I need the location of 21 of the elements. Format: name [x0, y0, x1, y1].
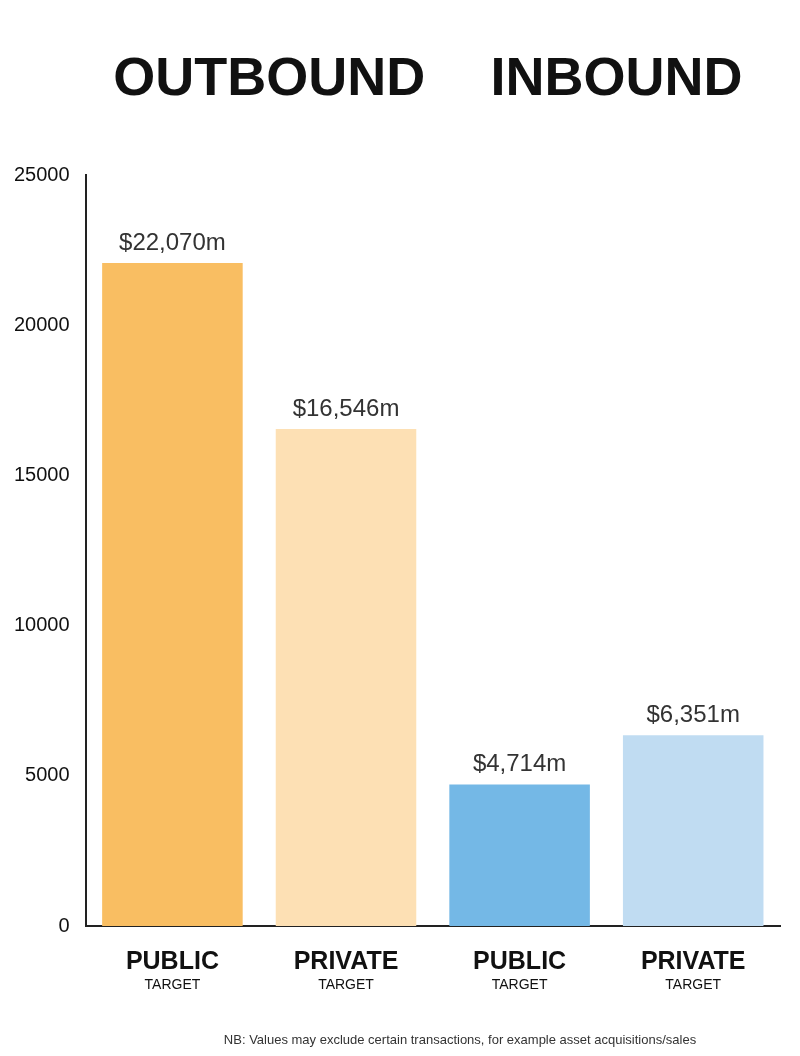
bar: [622, 735, 764, 926]
data-label: $22,070m: [119, 227, 226, 255]
y-tick-label: 15000: [13, 462, 70, 485]
y-tick-label: 20000: [13, 312, 70, 335]
y-tick-label: 25000: [13, 162, 70, 185]
text: OUTBOUND: [113, 46, 426, 106]
text: NB: Values may exclude certain transactions, for example asset acquisitions/sales: [223, 1032, 697, 1047]
text: INBOUND: [490, 46, 743, 106]
x-tick-label: PUBLIC TARGET: [473, 946, 567, 992]
bar: [275, 428, 417, 926]
x-tick-label: PUBLIC TARGET: [125, 946, 219, 992]
data-label: $4,714m: [472, 749, 567, 777]
bar: [449, 784, 590, 926]
y-tick-label: 10000: [13, 613, 70, 636]
x-tick-label: PRIVATE TARGET: [640, 946, 746, 992]
data-label: $16,546m: [292, 393, 400, 421]
y-tick-label: 5000: [25, 763, 70, 786]
x-tick-label: PRIVATE TARGET: [293, 946, 399, 992]
bar: [102, 263, 243, 926]
y-tick-label: 0: [58, 913, 70, 936]
data-label: $6,351m: [646, 699, 740, 727]
